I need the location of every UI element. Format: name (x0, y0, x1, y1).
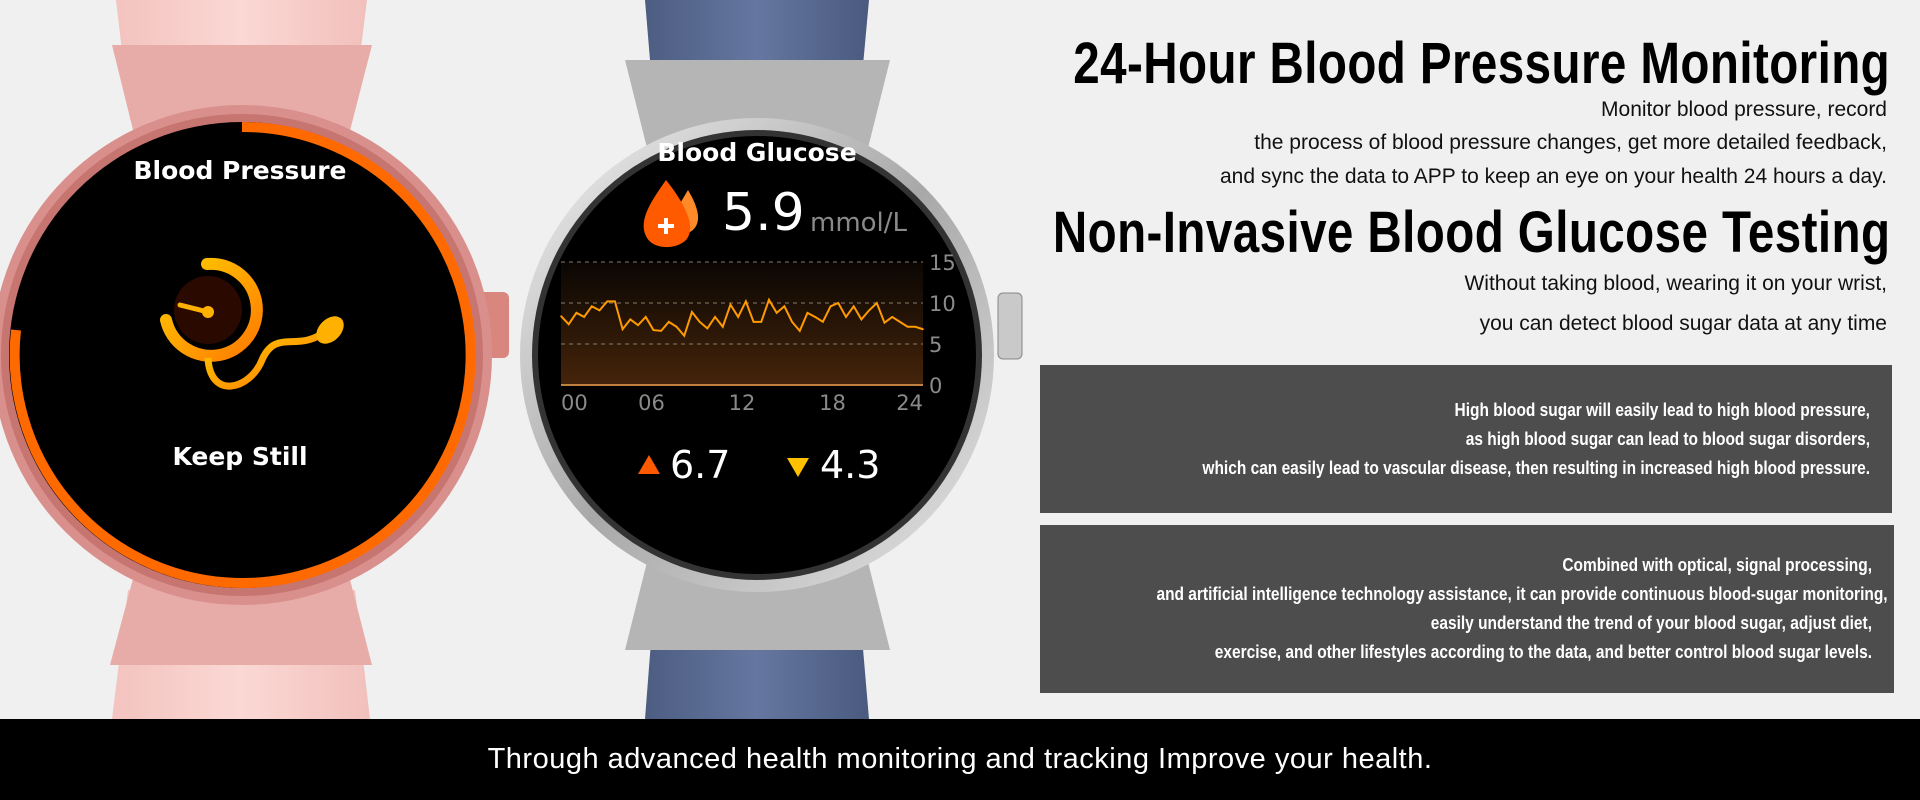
data-point (629, 318, 632, 321)
data-point (814, 316, 816, 318)
x-tick-label: 06 (638, 391, 665, 415)
x-tick-label: 18 (819, 391, 846, 415)
glucose-value: 5.9 (722, 183, 805, 243)
data-point (644, 316, 647, 318)
data-point (560, 315, 562, 317)
watches-illustration: 0 5 10 15 00 06 12 18 24 (0, 0, 1023, 719)
low-arrow-icon (787, 458, 809, 477)
info-box-2-line: exercise, and other lifestyles according… (1214, 642, 1872, 662)
info-box-1-line: High blood sugar will easily lead to hig… (1454, 399, 1870, 420)
blood-pressure-gauge-icon (160, 257, 344, 390)
data-point (891, 316, 893, 318)
data-point (829, 305, 832, 308)
x-tick-label: 00 (561, 391, 588, 415)
silver-crown[interactable] (997, 292, 1023, 360)
blood-drop-icon (643, 180, 699, 248)
pink-watch (0, 0, 509, 719)
glucose-series-line (560, 297, 924, 338)
data-point (637, 324, 639, 326)
data-point (760, 321, 763, 323)
data-point (791, 321, 793, 323)
section1-line: the process of blood pressure changes, g… (1254, 131, 1887, 154)
footer-banner: Through advanced health monitoring and t… (0, 719, 1920, 800)
info-box-2-line: easily understand the trend of your bloo… (1430, 613, 1872, 633)
y-tick-label: 10 (929, 292, 956, 316)
data-point (745, 300, 747, 303)
data-point (652, 329, 655, 331)
glucose-chart: 0 5 10 15 00 06 12 18 24 (560, 251, 956, 415)
info-box-1: High blood sugar will easily lead to hig… (1040, 365, 1892, 513)
data-point (698, 321, 701, 323)
data-point (775, 312, 778, 314)
info-box-2-line: Combined with optical, signal processing… (1562, 555, 1872, 575)
data-point (614, 300, 616, 303)
section2-line: Without taking blood, wearing it on your… (1464, 272, 1887, 295)
data-point (660, 330, 662, 332)
section2-title: Non-Invasive Blood Glucose Testing (1052, 200, 1890, 265)
data-point (875, 302, 878, 304)
y-tick-label: 0 (929, 374, 942, 398)
glucose-unit: mmol/L (810, 208, 908, 238)
section1-line: and sync the data to APP to keep an eye … (1219, 165, 1887, 188)
data-point (822, 321, 824, 323)
data-point (575, 312, 578, 314)
info-box-1-line: which can easily lead to vascular diseas… (1202, 457, 1870, 478)
section2-line: you can detect blood sugar data at any t… (1479, 312, 1887, 335)
progress-ring (9, 121, 476, 588)
data-point (798, 330, 801, 332)
data-point (598, 309, 601, 312)
data-point (860, 318, 863, 321)
data-point (783, 305, 786, 308)
data-point (729, 303, 732, 306)
data-point (668, 321, 670, 323)
section1-line: Monitor blood pressure, record (1601, 98, 1887, 121)
data-point (922, 328, 924, 331)
data-point (806, 312, 809, 314)
glucose-high-value: 6.7 (670, 443, 731, 487)
data-point (852, 305, 855, 308)
data-point (714, 316, 716, 318)
blood-glucose-title: Blood Glucose (657, 138, 857, 167)
data-point (906, 325, 909, 328)
data-point (567, 323, 570, 326)
pink-watch-screen (9, 122, 475, 588)
data-point (752, 321, 755, 323)
info-box-2: Combined with optical, signal processing… (1040, 525, 1894, 693)
glucose-low-value: 4.3 (820, 443, 881, 487)
data-point (768, 298, 770, 301)
high-arrow-icon (638, 455, 660, 474)
data-point (691, 311, 693, 313)
data-point (706, 327, 709, 330)
data-point (621, 328, 624, 331)
chart-area (561, 262, 923, 385)
data-point (845, 316, 847, 318)
y-tick-label: 5 (929, 333, 942, 357)
blood-pressure-title: Blood Pressure (133, 156, 347, 185)
data-point (675, 325, 678, 328)
info-box-2-line: and artificial intelligence technology a… (1156, 584, 1888, 604)
data-point (899, 321, 901, 323)
info-box-1-line: as high blood sugar can lead to blood su… (1465, 428, 1870, 449)
data-point (591, 305, 593, 308)
data-point (583, 316, 585, 318)
y-tick-label: 15 (929, 251, 956, 275)
data-point (606, 300, 609, 303)
data-point (683, 335, 686, 337)
data-point (883, 321, 886, 324)
silver-watch: 0 5 10 15 00 06 12 18 24 (520, 0, 1023, 719)
data-point (868, 309, 870, 312)
section1-title: 24-Hour Blood Pressure Monitoring (1073, 31, 1890, 96)
keep-still-status: Keep Still (172, 442, 308, 471)
x-tick-label: 24 (896, 391, 923, 415)
data-point (837, 302, 840, 304)
data-point (737, 316, 739, 318)
data-point (914, 325, 917, 328)
x-tick-label: 12 (729, 391, 756, 415)
data-point (721, 325, 724, 328)
